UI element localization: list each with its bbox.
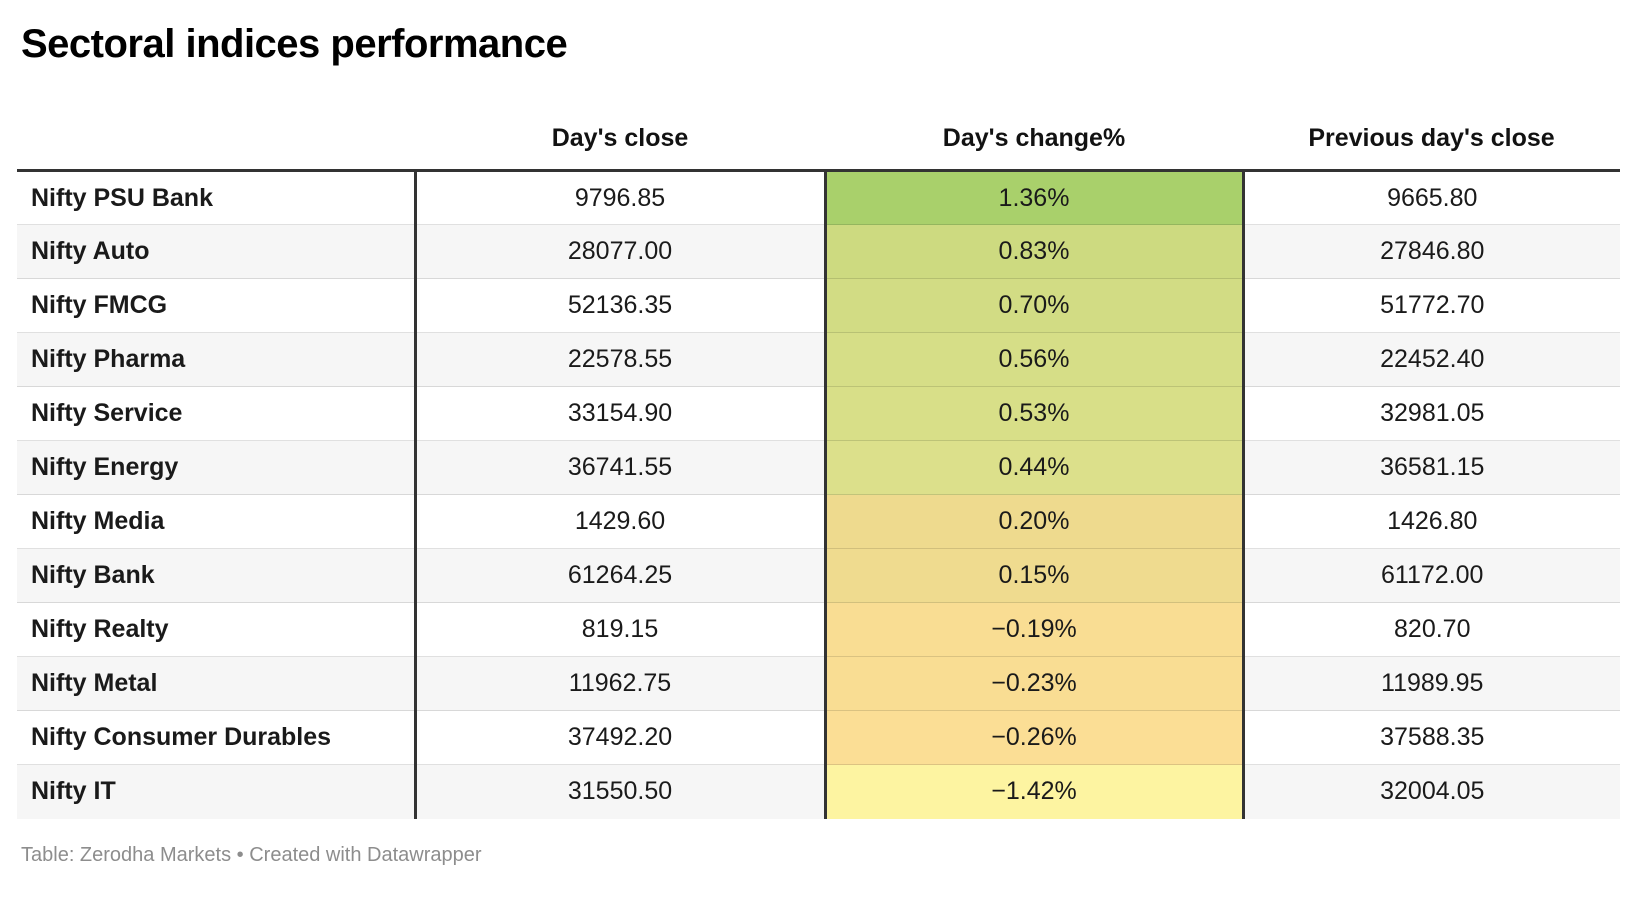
table-body: Nifty PSU Bank 9796.85 1.36% 9665.80 Nifty A… (17, 170, 1620, 819)
previous-close-cell: 27846.80 (1243, 224, 1620, 279)
attribution-footer: Table: Zerodha Markets • Created with Da… (21, 843, 1620, 867)
row-label-cell: Nifty Pharma (17, 332, 417, 387)
table-row: Nifty Metal 11962.75 −0.23% 11989.95 (17, 656, 1620, 711)
col-header-previous-days-close: Previous day's close (1243, 68, 1620, 172)
col-header-blank (17, 68, 415, 172)
days-close-cell: 22578.55 (415, 332, 825, 387)
previous-close-cell: 32981.05 (1243, 386, 1620, 441)
row-label-cell: Nifty Auto (17, 224, 417, 279)
table-row: Nifty Pharma 22578.55 0.56% 22452.40 (17, 332, 1620, 387)
row-label-cell: Nifty IT (17, 764, 417, 819)
previous-close-cell: 32004.05 (1243, 764, 1620, 819)
days-change-cell: −1.42% (823, 764, 1245, 819)
row-label-cell: Nifty Media (17, 494, 417, 549)
header-row: Day's close Day's change% Previous day's… (17, 68, 1620, 172)
days-change-cell: 0.70% (823, 278, 1245, 333)
days-change-cell: 1.36% (823, 170, 1245, 225)
table-row: Nifty Consumer Durables 37492.20 −0.26% 375… (17, 710, 1620, 765)
days-close-cell: 37492.20 (415, 710, 825, 765)
sector-indices-table: Day's close Day's change% Previous day's… (17, 68, 1620, 819)
previous-close-cell: 22452.40 (1243, 332, 1620, 387)
days-change-cell: 0.44% (823, 440, 1245, 495)
row-label-cell: Nifty Energy (17, 440, 417, 495)
col-header-days-close: Day's close (415, 68, 825, 172)
table-row: Nifty Service 33154.90 0.53% 32981.05 (17, 386, 1620, 441)
days-change-cell: −0.26% (823, 710, 1245, 765)
days-close-cell: 9796.85 (574, 183, 666, 212)
row-label-cell: Nifty Bank (17, 548, 417, 603)
days-change-cell: 0.83% (823, 224, 1245, 279)
previous-close-cell: 61172.00 (1243, 548, 1620, 603)
previous-close-cell: 1426.80 (1243, 494, 1620, 549)
table-row: Nifty FMCG 52136.35 0.70% 51772.70 (17, 278, 1620, 333)
previous-close-cell: 11989.95 (1243, 656, 1620, 711)
previous-close-cell: 37588.35 (1243, 710, 1620, 765)
days-change-cell: −0.19% (823, 602, 1245, 657)
previous-close-cell: 36581.15 (1243, 440, 1620, 495)
days-change-cell: 0.56% (823, 332, 1245, 387)
page-title: Sectoral indices performance (21, 22, 568, 66)
days-change-cell: 0.15% (823, 548, 1245, 603)
days-close-cell: 31550.50 (415, 764, 825, 819)
days-close-cell: 28077.00 (415, 224, 825, 279)
days-change-cell: −0.23% (823, 656, 1245, 711)
col-header-days-change-pct: Day's change% (825, 68, 1243, 172)
table-row: Nifty Bank 61264.25 0.15% 61172.00 (17, 548, 1620, 603)
row-label-cell: Nifty Service (17, 386, 417, 441)
days-change-cell: 0.53% (823, 386, 1245, 441)
days-close-cell: 11962.75 (415, 656, 825, 711)
previous-close-cell: 51772.70 (1243, 278, 1620, 333)
days-close-cell: 33154.90 (415, 386, 825, 441)
row-label-cell: Nifty Consumer Durables (17, 710, 417, 765)
row-label-cell: Nifty Realty (17, 602, 417, 657)
row-label-cell: Nifty Metal (17, 656, 417, 711)
table-row: Nifty PSU Bank 9796.85 1.36% 9665.80 (17, 170, 1620, 225)
previous-close-cell: 820.70 (1243, 602, 1620, 657)
row-label-cell: Nifty FMCG (17, 278, 417, 333)
days-close-cell: 1429.60 (415, 494, 825, 549)
table-row: Nifty IT 31550.50 −1.42% 32004.05 (17, 764, 1620, 819)
table-row: Nifty Energy 36741.55 0.44% 36581.15 (17, 440, 1620, 495)
table-row: Nifty Media 1429.60 0.20% 1426.80 (17, 494, 1620, 549)
table-row: Nifty Realty 819.15 −0.19% 820.70 (17, 602, 1620, 657)
days-close-cell: 52136.35 (415, 278, 825, 333)
days-change-cell: 0.20% (823, 494, 1245, 549)
previous-close-cell: 9665.80 (1387, 183, 1478, 212)
days-close-cell: 61264.25 (415, 548, 825, 603)
table-row: Nifty Auto 28077.00 0.83% 27846.80 (17, 224, 1620, 279)
days-close-cell: 819.15 (415, 602, 825, 657)
days-close-cell: 36741.55 (415, 440, 825, 495)
row-label-cell: Nifty PSU Bank (17, 170, 417, 225)
attribution-text: Table: Zerodha Markets • Created with Da… (21, 843, 482, 866)
